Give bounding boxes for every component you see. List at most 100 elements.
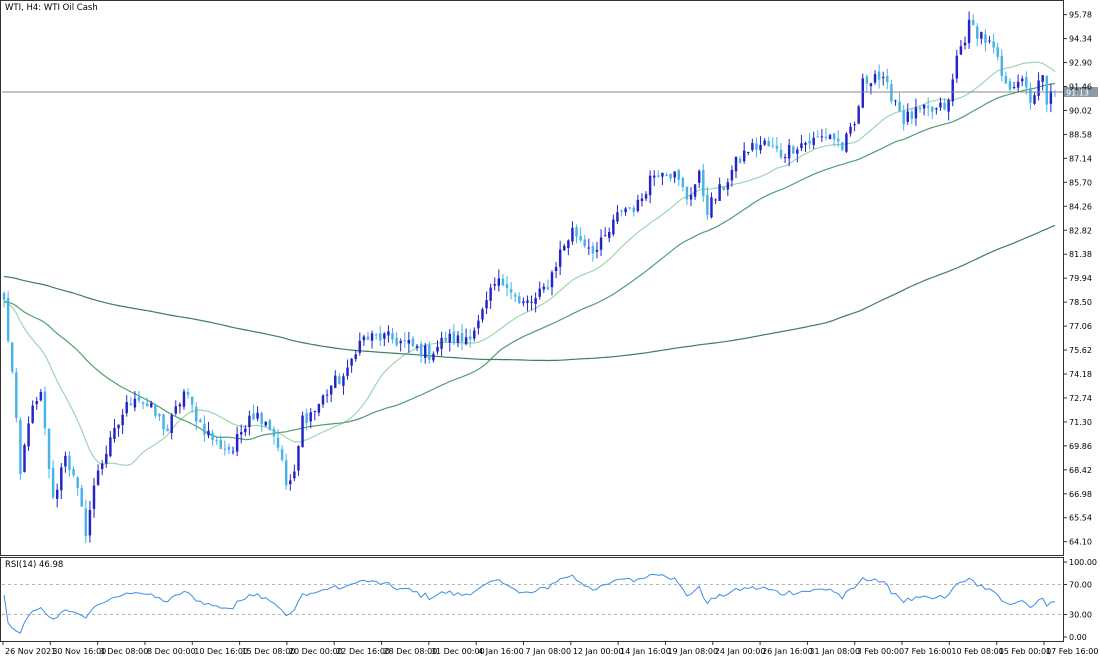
candle-body (96, 470, 100, 485)
candle-body (264, 421, 267, 426)
candle (718, 177, 721, 201)
candle-body (693, 184, 697, 197)
candle-body (918, 107, 922, 110)
candle (354, 350, 357, 362)
candle-body (72, 468, 75, 476)
candle (971, 14, 975, 26)
candle-body (1021, 78, 1024, 82)
candle (374, 333, 378, 340)
candle-body (734, 156, 738, 172)
candle (763, 138, 766, 147)
candle (812, 131, 815, 150)
candle-body (755, 143, 758, 150)
candle (505, 275, 509, 297)
candle (366, 331, 370, 341)
candle-body (796, 149, 799, 154)
candle-body (215, 440, 218, 442)
candle-body (534, 298, 537, 304)
candle-body (861, 78, 864, 108)
candle (190, 396, 194, 414)
candle-body (550, 272, 554, 288)
candle-body (832, 133, 836, 140)
candle (440, 331, 443, 357)
price-tick-label: 68.42 (1069, 466, 1092, 475)
candle (775, 136, 779, 153)
candle (518, 292, 521, 305)
candle (297, 445, 300, 476)
candle-body (808, 140, 811, 144)
candle (501, 274, 505, 287)
candle-body (428, 345, 431, 360)
candle-body (943, 102, 946, 110)
candle (329, 385, 333, 403)
candle (276, 429, 280, 452)
candle-body (513, 294, 517, 297)
candle-body (403, 340, 407, 342)
candle (955, 50, 959, 83)
candle (68, 451, 71, 477)
candle-body (415, 345, 419, 348)
candle (268, 418, 272, 431)
candle (64, 451, 67, 473)
candle (39, 389, 43, 402)
candle (951, 73, 954, 107)
candle (706, 186, 709, 220)
candle-body (444, 337, 447, 342)
candle-body (865, 76, 869, 84)
candle-body (849, 126, 852, 134)
candle (558, 240, 562, 275)
candle (154, 403, 157, 419)
candle-body (632, 207, 635, 212)
candle (935, 107, 938, 115)
candle (522, 297, 525, 307)
candle-body (1029, 87, 1032, 103)
candle (579, 227, 582, 243)
candle-body (775, 145, 779, 149)
candle (542, 283, 546, 293)
candle-body (162, 414, 165, 430)
candle-body (931, 106, 934, 112)
candle (109, 431, 112, 458)
candle (648, 170, 652, 204)
candle (407, 331, 411, 353)
candle-body (211, 432, 214, 441)
candle (256, 406, 259, 422)
moving-averages (3, 61, 1056, 467)
candle-body (289, 480, 292, 485)
candle-body (19, 419, 22, 475)
candle (587, 238, 591, 255)
candle-body (325, 394, 329, 396)
candle-body (481, 309, 484, 320)
candle (612, 214, 615, 237)
candle-body (448, 333, 451, 343)
candle-body (309, 412, 312, 422)
candle (603, 227, 607, 237)
candle-body (710, 197, 713, 218)
candle-body (1033, 95, 1036, 104)
candle-body (787, 145, 791, 159)
candle-body (456, 335, 460, 343)
candle-body (399, 341, 402, 344)
candle-body (68, 455, 71, 471)
candle (473, 327, 476, 342)
candle-body (362, 336, 366, 341)
candle (358, 332, 362, 356)
candle (387, 325, 390, 343)
candle-body (886, 75, 889, 83)
candle (342, 373, 345, 395)
time-tick-label: 8 Dec 00:00 (147, 647, 196, 656)
candle-body (64, 455, 67, 467)
candle (792, 144, 795, 154)
candle (931, 106, 934, 120)
candle-body (976, 26, 979, 39)
candle (125, 395, 128, 417)
candle-body (105, 453, 108, 464)
candle (857, 104, 860, 125)
candle-body (35, 401, 38, 405)
rsi-tick-label: 30.00 (1069, 611, 1092, 620)
candle (350, 358, 353, 373)
candle-body (751, 143, 754, 151)
rsi-panel-frame (0, 557, 1064, 642)
price-tick-label: 87.14 (1069, 154, 1092, 163)
candle-body (387, 331, 390, 336)
